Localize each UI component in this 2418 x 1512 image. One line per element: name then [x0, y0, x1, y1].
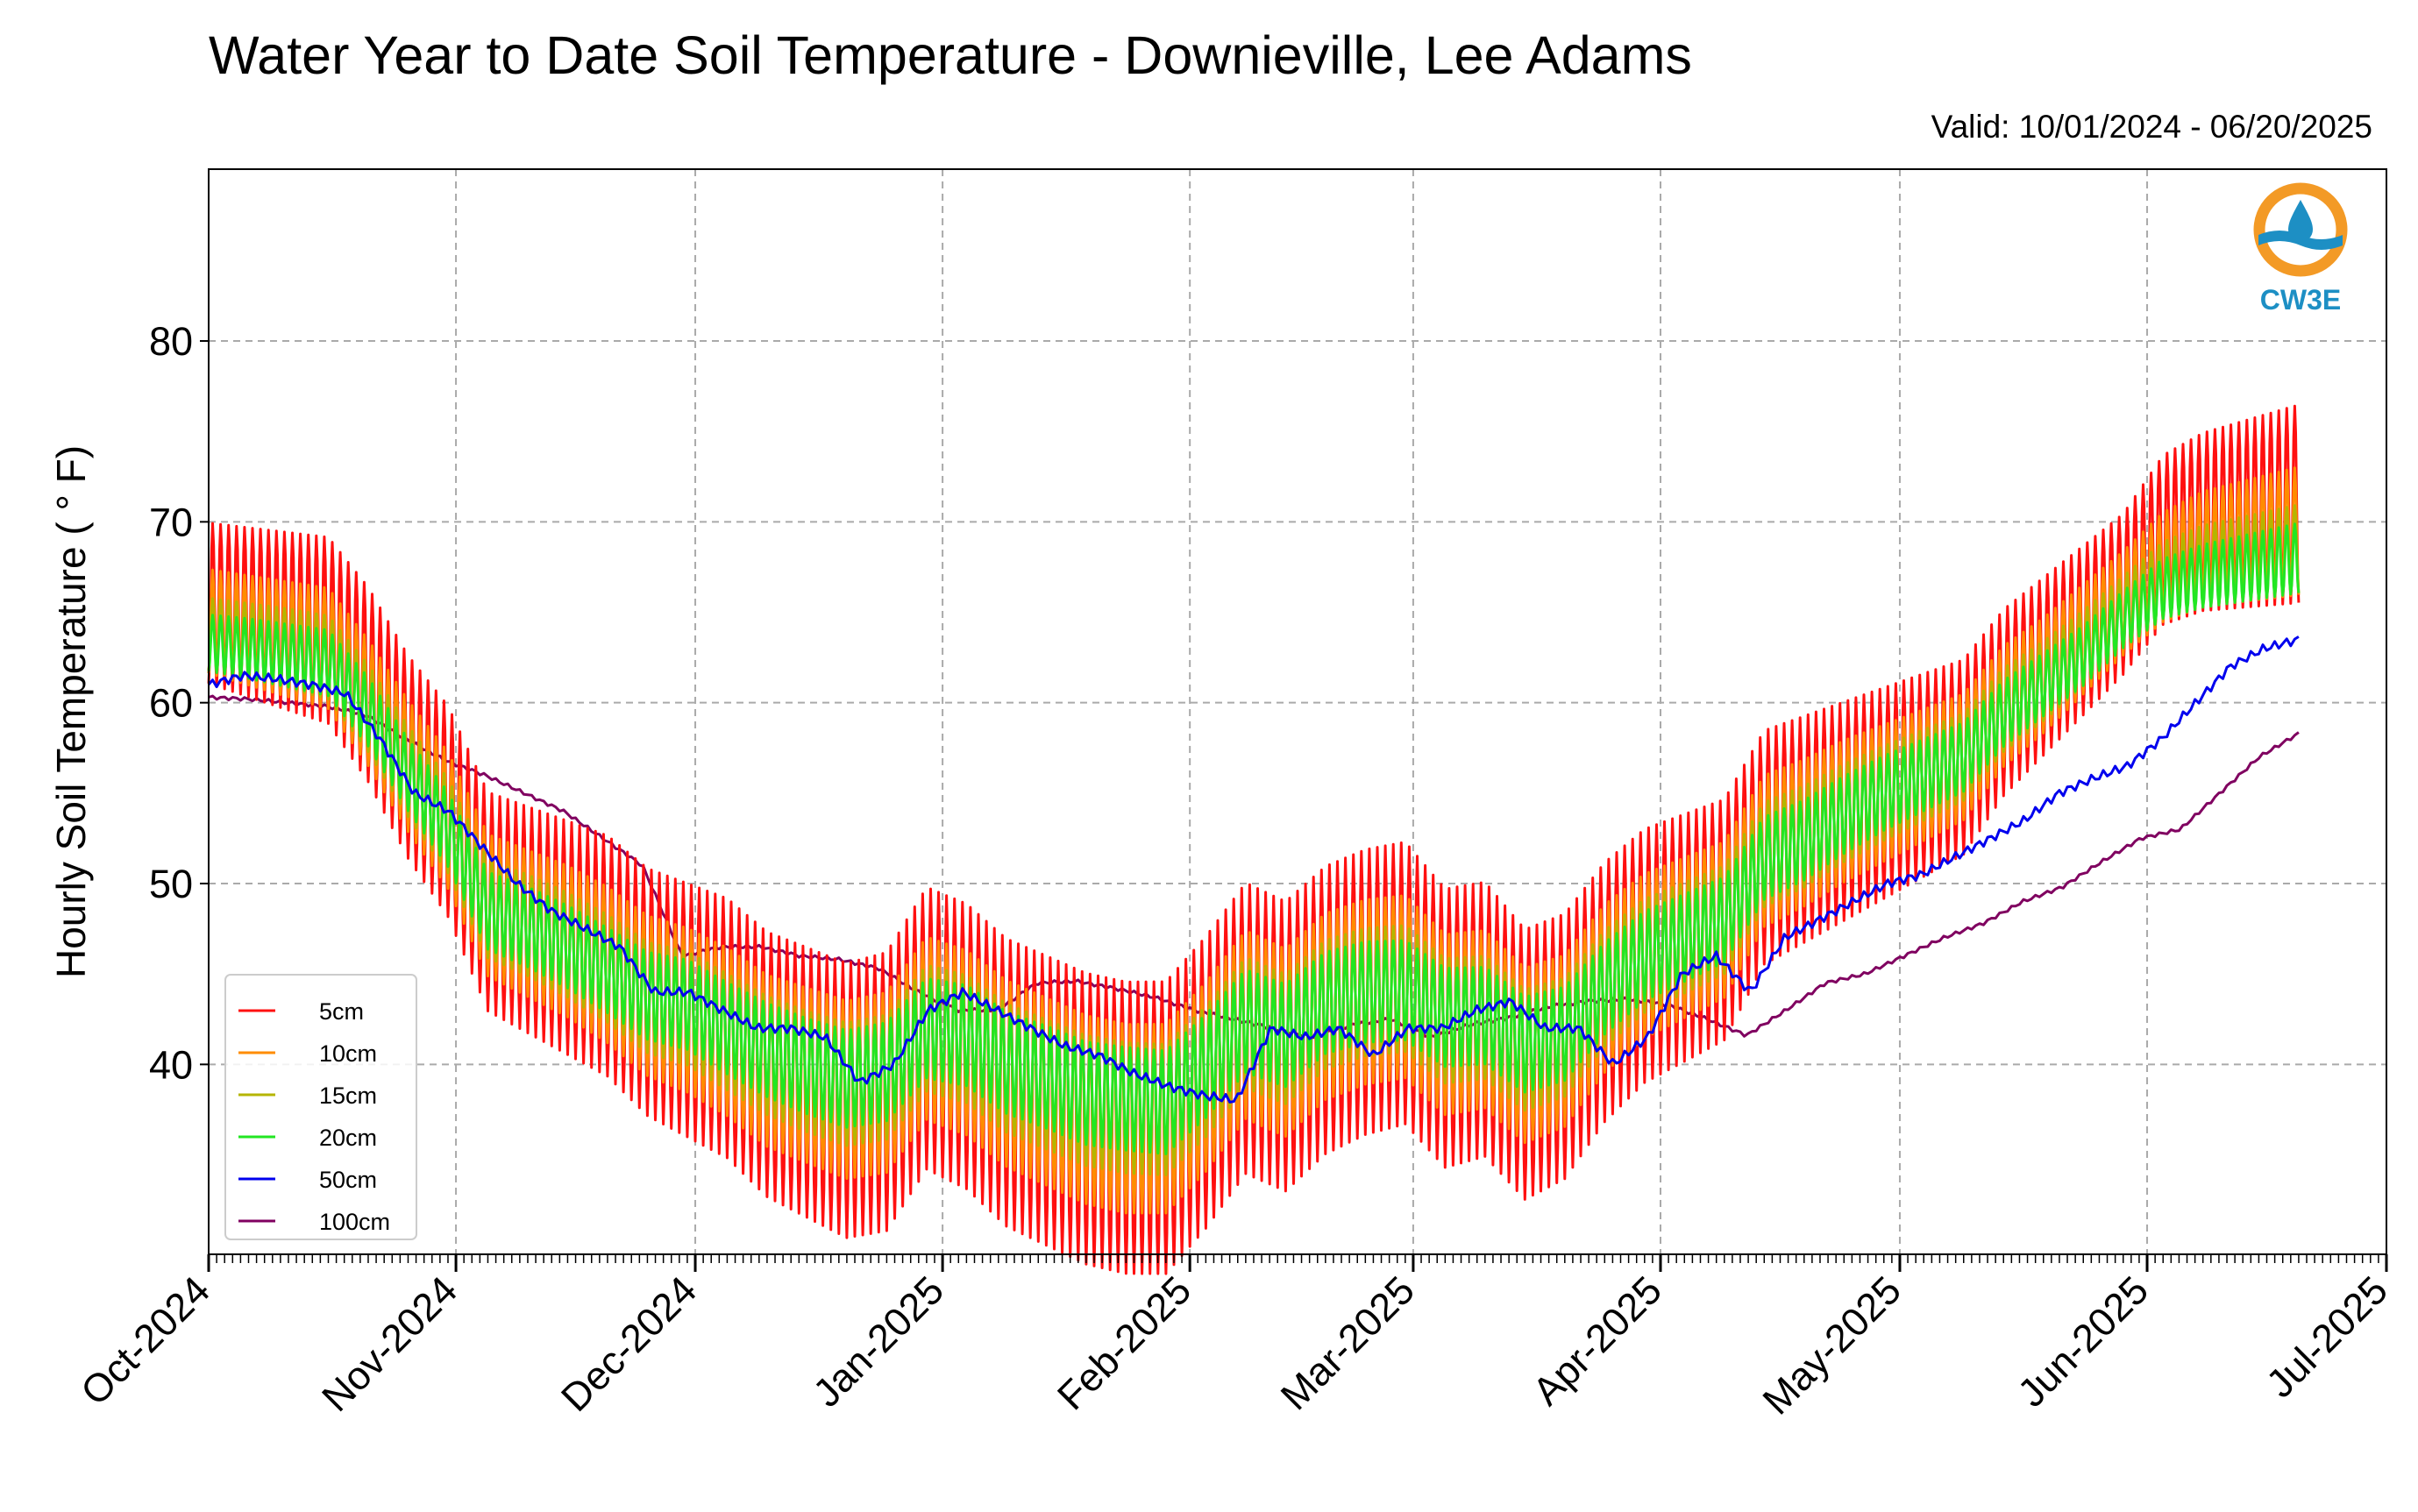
y-axis-label: Hourly Soil Temperature ( ° F) [48, 445, 94, 978]
series-layer [207, 404, 2301, 1275]
series-line-100cm [208, 694, 2300, 1040]
x-tick-label: Apr-2025 [1524, 1267, 1670, 1414]
legend-label: 10cm [319, 1040, 377, 1067]
valid-date-range: Valid: 10/01/2024 - 06/20/2025 [1931, 109, 2372, 145]
x-tick-label: Jul-2025 [2258, 1267, 2396, 1406]
legend-label: 20cm [319, 1125, 377, 1151]
legend-label: 100cm [319, 1209, 390, 1235]
logo-ring [2253, 182, 2348, 277]
cw3e-logo: CW3E [2253, 182, 2348, 316]
x-tick-label: Dec-2024 [552, 1267, 705, 1420]
y-tick-label: 80 [149, 319, 193, 364]
logo-drop-icon [2288, 200, 2313, 242]
plot-frame [208, 168, 2387, 1255]
x-tick-label: Oct-2024 [72, 1267, 218, 1414]
y-tick-label: 70 [149, 500, 193, 544]
y-tick-label: 50 [149, 862, 193, 906]
x-tick-label: Nov-2024 [313, 1267, 466, 1420]
y-tick-label: 60 [149, 681, 193, 726]
series-line-50cm [207, 635, 2300, 1104]
legend-label: 50cm [319, 1167, 377, 1193]
x-tick-label: May-2025 [1753, 1267, 1910, 1423]
x-minor-ticks [208, 1254, 2387, 1263]
logo-text: CW3E [2260, 284, 2341, 316]
legend-label: 15cm [319, 1083, 377, 1109]
x-tick-label: Jun-2025 [2009, 1267, 2157, 1416]
x-tick-label: Mar-2025 [1272, 1267, 1423, 1418]
legend-label: 5cm [319, 998, 364, 1025]
legend-box [224, 974, 417, 1240]
x-axis: Oct-2024 Nov-2024 Dec-2024 Jan-2025 Feb-2025… [72, 1254, 2396, 1423]
chart-title: Water Year to Date Soil Temperature - Do… [209, 25, 1692, 85]
y-tick-label: 40 [149, 1042, 193, 1087]
y-axis: 40 50 60 70 80 [149, 319, 209, 1087]
series-line-20cm [207, 522, 2301, 1155]
legend: 5cm 10cm 15cm 20cm 50cm 100cm [224, 974, 417, 1240]
x-tick-label: Jan-2025 [804, 1267, 952, 1416]
x-tick-label: Feb-2025 [1049, 1267, 1199, 1418]
